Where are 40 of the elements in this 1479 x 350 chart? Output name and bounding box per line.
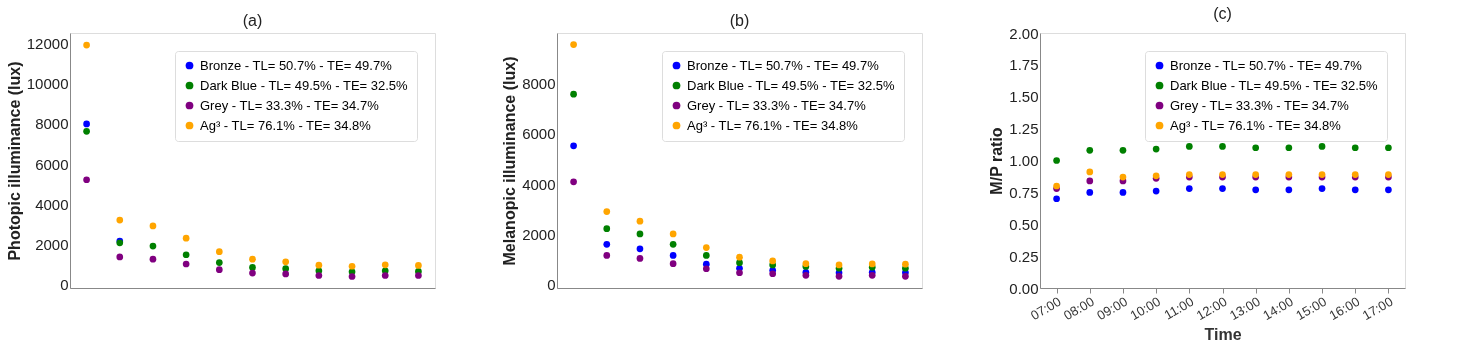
y-tick-label: 6000 — [522, 125, 556, 143]
legend-label: Ag³ - TL= 76.1% - TE= 34.8% — [687, 117, 859, 133]
y-tick-label: 4000 — [522, 175, 556, 193]
legend-label: Dark Blue - TL= 49.5% - TE= 32.5% — [200, 77, 409, 93]
y-axis-title: Photopic illuminance (lux) — [5, 61, 23, 261]
y-tick-label: 0.25 — [1009, 247, 1039, 265]
y-tick-label: 4000 — [35, 195, 69, 213]
legend-label: Dark Blue - TL= 49.5% - TE= 32.5% — [687, 77, 896, 93]
y-tick-label: 8000 — [522, 74, 556, 92]
y-tick-label: 0.75 — [1009, 183, 1039, 201]
y-tick-label: 1.00 — [1009, 152, 1039, 169]
y-axis-title: Melanopic illuminance (lux) — [501, 56, 519, 266]
y-tick-label: 0 — [60, 276, 69, 294]
chart-title: (a) — [242, 12, 263, 29]
legend-label: Ag³ - TL= 76.1% - TE= 34.8% — [200, 117, 372, 133]
y-tick-label: 8000 — [35, 115, 69, 133]
legend-label: Grey - TL= 33.3% - TE= 34.7% — [687, 97, 867, 113]
y-tick-label: 0.00 — [1009, 279, 1039, 297]
y-tick-label: 10000 — [26, 74, 69, 92]
legend-label: Bronze - TL= 50.7% - TE= 49.7% — [687, 57, 880, 73]
y-tick-label: 2000 — [35, 236, 69, 254]
y-tick-label: 0.50 — [1009, 215, 1039, 233]
y-tick-label: 6000 — [35, 155, 69, 173]
y-axis-title: M/P ratio — [988, 127, 1006, 195]
legend-label: Grey - TL= 33.3% - TE= 34.7% — [200, 97, 380, 113]
y-tick-label: 1.25 — [1009, 120, 1039, 138]
y-tick-label: 0 — [547, 276, 556, 294]
y-tick-label: 1.75 — [1009, 56, 1039, 74]
legend-label: Grey - TL= 33.3% - TE= 34.7% — [1170, 97, 1350, 113]
y-tick-label: 2000 — [522, 225, 556, 243]
y-tick-label: 1.50 — [1009, 88, 1039, 106]
x-axis-title: Time — [1204, 326, 1242, 344]
chart-title: (b) — [729, 12, 750, 29]
y-tick-label: 12000 — [26, 34, 69, 52]
legend-label: Bronze - TL= 50.7% - TE= 49.7% — [200, 57, 393, 73]
chart-title: (c) — [1213, 5, 1232, 22]
legend-label: Dark Blue - TL= 49.5% - TE= 32.5% — [1170, 77, 1379, 93]
legend-label: Ag³ - TL= 76.1% - TE= 34.8% — [1170, 117, 1342, 133]
legend-label: Bronze - TL= 50.7% - TE= 49.7% — [1170, 57, 1363, 73]
y-tick-label: 2.00 — [1009, 24, 1039, 42]
